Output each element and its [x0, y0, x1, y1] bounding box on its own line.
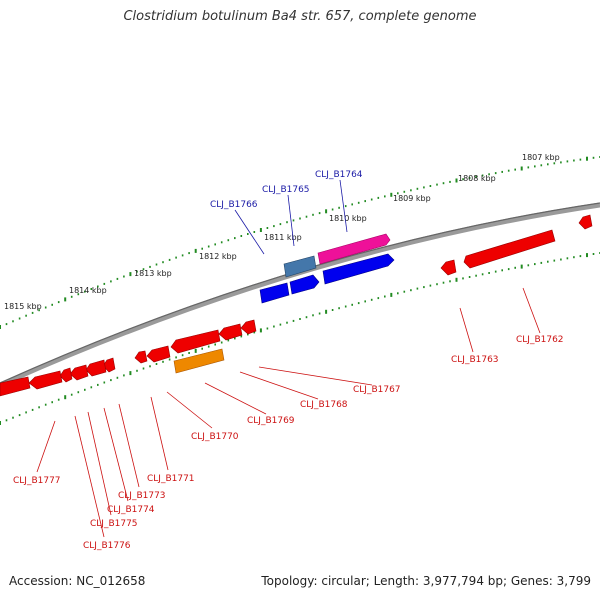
- gene-clj-b1766-b[interactable]: [289, 274, 320, 295]
- label-clj-b1769[interactable]: CLJ_B1769: [204, 382, 295, 426]
- label-clj-b1764[interactable]: CLJ_B1764: [315, 170, 363, 233]
- kbp-label: 1807 kbp: [522, 153, 560, 162]
- label-clj-b1768[interactable]: CLJ_B1768: [239, 371, 348, 410]
- gene-clj-b1768[interactable]: [218, 323, 243, 341]
- gene-clj-b1770[interactable]: [173, 348, 225, 374]
- kbp-label: 1815 kbp: [4, 302, 42, 311]
- label-clj-b1765[interactable]: CLJ_B1765: [262, 185, 310, 247]
- label-clj-b1770[interactable]: CLJ_B1770: [166, 391, 239, 442]
- label-clj-b1763[interactable]: CLJ_B1763: [451, 307, 499, 365]
- label-clj-b1775[interactable]: CLJ_B1775: [87, 411, 138, 529]
- genome-backbone: [0, 202, 600, 388]
- gene-clj-b1762-small[interactable]: [578, 214, 593, 230]
- kbp-label: 1809 kbp: [393, 194, 431, 203]
- accession-text: Accession: NC_012658: [9, 574, 146, 588]
- kbp-label: 1814 kbp: [69, 286, 107, 295]
- kbp-label: 1811 kbp: [264, 233, 302, 242]
- gene-clj-b1771[interactable]: [146, 345, 171, 363]
- gene-label: CLJ_B1771: [147, 474, 195, 484]
- label-clj-b1762[interactable]: CLJ_B1762: [516, 287, 564, 345]
- gene-label: CLJ_B1764: [315, 170, 363, 180]
- gene-clj-b1767[interactable]: [240, 319, 257, 335]
- gene-label: CLJ_B1776: [83, 541, 131, 551]
- gene-clj-b1762[interactable]: [463, 229, 556, 269]
- gene-clj-b1765[interactable]: [283, 255, 317, 278]
- label-clj-b1766[interactable]: CLJ_B1766: [210, 200, 265, 255]
- gene-clj-b1766-c[interactable]: [259, 282, 290, 304]
- gene-label: CLJ_B1762: [516, 335, 564, 345]
- gene-clj-b1777[interactable]: [28, 370, 63, 390]
- gene-label: CLJ_B1767: [353, 385, 401, 395]
- label-clj-b1771[interactable]: CLJ_B1771: [147, 396, 195, 484]
- inner-tick-track: [0, 252, 600, 425]
- label-clj-b1773[interactable]: CLJ_B1773: [118, 403, 166, 501]
- kbp-label: 1812 kbp: [199, 252, 237, 261]
- gene-clj-b1764[interactable]: [317, 233, 391, 265]
- gene-clj-b1763[interactable]: [440, 259, 457, 276]
- gene-label: CLJ_B1777: [13, 476, 61, 486]
- label-clj-b1776[interactable]: CLJ_B1776: [74, 415, 131, 551]
- gene-label: CLJ_B1769: [247, 416, 295, 426]
- label-clj-b1774[interactable]: CLJ_B1774: [103, 407, 155, 515]
- outer-tick-track: [0, 156, 600, 329]
- label-clj-b1777[interactable]: CLJ_B1777: [13, 420, 61, 486]
- gene-label: CLJ_B1770: [191, 432, 239, 442]
- gene-label: CLJ_B1773: [118, 491, 166, 501]
- gene-clj-b1776[interactable]: [69, 364, 89, 381]
- gene-clj-b1769[interactable]: [170, 329, 221, 354]
- gene-label: CLJ_B1774: [107, 505, 155, 515]
- map-title: Clostridium botulinum Ba4 str. 657, comp…: [123, 9, 477, 24]
- gene-label: CLJ_B1765: [262, 185, 310, 195]
- label-clj-b1767[interactable]: CLJ_B1767: [258, 366, 401, 395]
- kbp-label: 1810 kbp: [329, 214, 367, 223]
- gene-label: CLJ_B1775: [90, 519, 138, 529]
- gene-label: CLJ_B1768: [300, 400, 348, 410]
- topology-summary: Topology: circular; Length: 3,977,794 bp…: [261, 574, 591, 588]
- gene-label: CLJ_B1763: [451, 355, 499, 365]
- gene-clj-b1773[interactable]: [134, 350, 148, 364]
- kbp-label: 1813 kbp: [134, 269, 172, 278]
- gene-clj-b1766-a[interactable]: [322, 253, 395, 285]
- kbp-label: 1808 kbp: [458, 174, 496, 183]
- gene-clj-b1775[interactable]: [85, 359, 107, 377]
- gene-clj-b1777-b[interactable]: [0, 376, 31, 397]
- gene-label: CLJ_B1766: [210, 200, 258, 210]
